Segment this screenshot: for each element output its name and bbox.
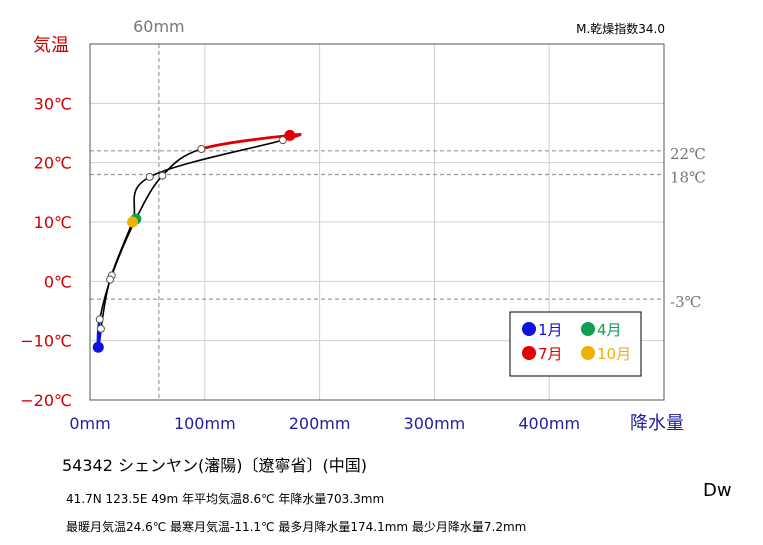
x-tick-label: 100mm: [174, 414, 236, 433]
month-point-5: [158, 171, 167, 180]
month-point-8: [278, 136, 287, 145]
y-tick-label: −10℃: [20, 332, 72, 351]
reference-label-18: 18℃: [670, 169, 706, 187]
station-summary-line-1: 41.7N 123.5E 49m 年平均気温8.6℃ 年降水量703.3mm: [66, 492, 385, 506]
x-tick-label: 300mm: [404, 414, 466, 433]
y-axis-label: 気温: [33, 35, 69, 56]
y-tick-label: 20℃: [34, 154, 72, 173]
legend-jul-marker: [522, 346, 536, 360]
station-summary-line-2: 最暖月気温24.6℃ 最寒月気温-11.1℃ 最多月降水量174.1mm 最少月…: [66, 520, 527, 534]
dryness-index-label: M.乾燥指数34.0: [576, 21, 665, 36]
legend-jul-label: 7月: [538, 345, 563, 363]
grid-lines: [90, 44, 664, 400]
climate-class-code: Dw: [703, 480, 732, 501]
legend: 1月 4月 7月 10月: [509, 311, 642, 377]
reference-lines: 22℃ 18℃ -3℃ 60mm: [90, 17, 706, 400]
legend-oct-marker: [581, 346, 595, 360]
reference-label-22: 22℃: [670, 145, 706, 163]
legend-jan-marker: [522, 322, 536, 336]
month-point-6: [197, 145, 206, 154]
month-point-11: [106, 275, 115, 284]
month-point-2: [95, 315, 104, 324]
month-point-9: [145, 172, 154, 181]
tick-labels: −20℃ −10℃ 0℃ 10℃ 20℃ 30℃ 0mm 100mm 200mm 300mm 400…: [20, 94, 580, 433]
y-tick-label: 0℃: [44, 272, 72, 291]
month-point-7: [284, 129, 296, 141]
x-tick-label: 200mm: [289, 414, 351, 433]
station-name: 54342 シェンヤン(瀋陽)〔遼寧省〕(中国): [62, 456, 367, 475]
legend-oct-label: 10月: [597, 345, 631, 363]
month-point-12: [96, 324, 105, 333]
month-point-1: [92, 341, 104, 353]
plot-border: [89, 43, 665, 401]
x-tick-label: 400mm: [518, 414, 580, 433]
month-points: [92, 129, 296, 353]
legend-apr-label: 4月: [597, 321, 622, 339]
reference-label-60mm: 60mm: [133, 17, 185, 36]
legend-jan-label: 1月: [538, 321, 563, 339]
x-tick-label: 0mm: [69, 414, 110, 433]
x-axis-label: 降水量: [630, 413, 684, 434]
reference-label--3: -3℃: [670, 293, 701, 311]
y-tick-label: 10℃: [34, 213, 72, 232]
y-tick-label: 30℃: [34, 94, 72, 113]
climograph-chart: 22℃ 18℃ -3℃ 60mm −20℃ −10℃ 0℃ 10℃ 20℃ 30℃ 0mm 100m…: [20, 17, 706, 434]
legend-apr-marker: [581, 322, 595, 336]
month-point-10: [126, 216, 138, 228]
y-tick-label: −20℃: [20, 391, 72, 410]
